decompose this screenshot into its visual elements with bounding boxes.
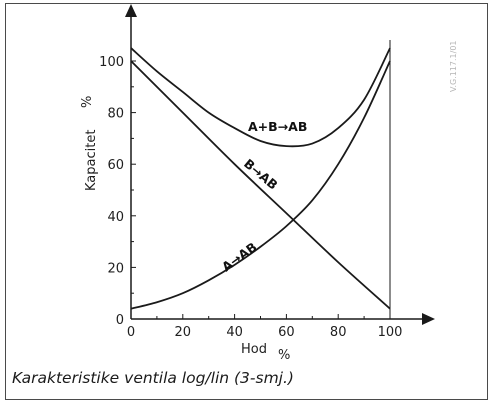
- y-axis-arrow: [125, 4, 137, 17]
- y-axis-unit: %: [80, 96, 95, 108]
- y-axis-title: Kapacitet: [84, 130, 99, 191]
- y-tick-label-0: 0: [116, 313, 124, 328]
- axes: [125, 4, 435, 325]
- x-axis-unit: %: [278, 348, 290, 363]
- series-a-plus-b-to-ab: [130, 47, 391, 148]
- y-tick-label-100: 100: [99, 55, 124, 70]
- y-tick-label-60: 60: [107, 158, 124, 173]
- x-axis-arrow: [422, 313, 435, 325]
- series-group: [130, 47, 391, 310]
- curve-label-a: A→AB: [219, 239, 260, 274]
- x-tick-label-20: 20: [175, 325, 192, 340]
- figure-caption: Karakteristike ventila log/lin (3-smj.): [12, 369, 294, 387]
- y-tick-label-40: 40: [107, 210, 124, 225]
- curve-label-b: B→AB: [241, 156, 281, 193]
- y-tick-label-20: 20: [107, 261, 124, 276]
- x-tick-label-60: 60: [278, 325, 295, 340]
- x-tick-label-40: 40: [226, 325, 243, 340]
- x-tick-label-80: 80: [330, 325, 347, 340]
- curve-label-a-plus-b: A+B→AB: [248, 119, 307, 134]
- series-b-to-ab: [130, 60, 391, 310]
- figure-frame: [5, 3, 488, 400]
- y-tick-label-80: 80: [107, 107, 124, 122]
- ticks: 0 20 40 60 80 100 0 20 40 60 80 100: [99, 55, 402, 340]
- x-tick-label-0: 0: [127, 325, 135, 340]
- reference-code: V.G.117.1/01: [449, 40, 458, 92]
- x-tick-label-100: 100: [378, 325, 403, 340]
- x-axis-title: Hod: [241, 342, 267, 357]
- series-a-to-ab: [130, 60, 391, 310]
